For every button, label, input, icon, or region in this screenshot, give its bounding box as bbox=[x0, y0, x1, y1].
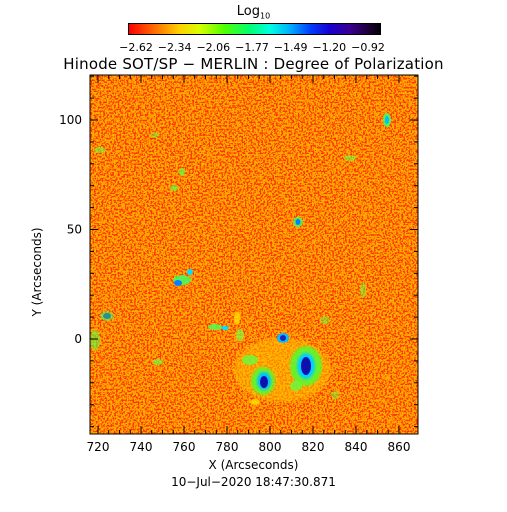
colorbar bbox=[128, 23, 381, 35]
x-tick-label: 720 bbox=[87, 440, 110, 454]
colorbar-tick-label: −2.62 bbox=[119, 41, 153, 54]
x-tick-label: 860 bbox=[388, 440, 411, 454]
x-axis-ticks: 720 740 760 780 800 820 840 860 bbox=[87, 75, 411, 454]
colorbar-tick-label: −2.06 bbox=[196, 41, 231, 54]
colorbar-tick-label: −1.49 bbox=[273, 41, 308, 54]
colorbar-tick-label: −1.77 bbox=[235, 41, 269, 54]
x-tick-label: 740 bbox=[130, 440, 153, 454]
polarization-features bbox=[90, 113, 391, 405]
colorbar-tick-label: −1.20 bbox=[312, 41, 347, 54]
x-axis-label: X (Arcseconds) bbox=[208, 458, 299, 472]
colorbar-tick-label: −0.92 bbox=[351, 41, 385, 54]
y-tick-label: 100 bbox=[59, 113, 82, 127]
y-tick-label: 0 bbox=[74, 332, 82, 346]
x-tick-label: 820 bbox=[302, 440, 325, 454]
x-tick-label: 840 bbox=[345, 440, 368, 454]
colorbar-label: Log10 bbox=[236, 4, 271, 21]
timestamp: 10−Jul−2020 18:47:30.871 bbox=[171, 475, 336, 489]
plot-frame bbox=[89, 74, 419, 435]
x-tick-label: 760 bbox=[173, 440, 196, 454]
x-tick-label: 780 bbox=[216, 440, 239, 454]
y-tick-label: 50 bbox=[67, 223, 82, 237]
plot-title: Hinode SOT/SP − MERLIN : Degree of Polar… bbox=[63, 55, 444, 73]
y-axis-ticks: 0 50 100 bbox=[59, 75, 418, 428]
x-tick-label: 800 bbox=[259, 440, 282, 454]
colorbar-tick-label: −2.34 bbox=[157, 41, 192, 54]
y-axis-label: Y (Arcseconds) bbox=[30, 227, 44, 317]
